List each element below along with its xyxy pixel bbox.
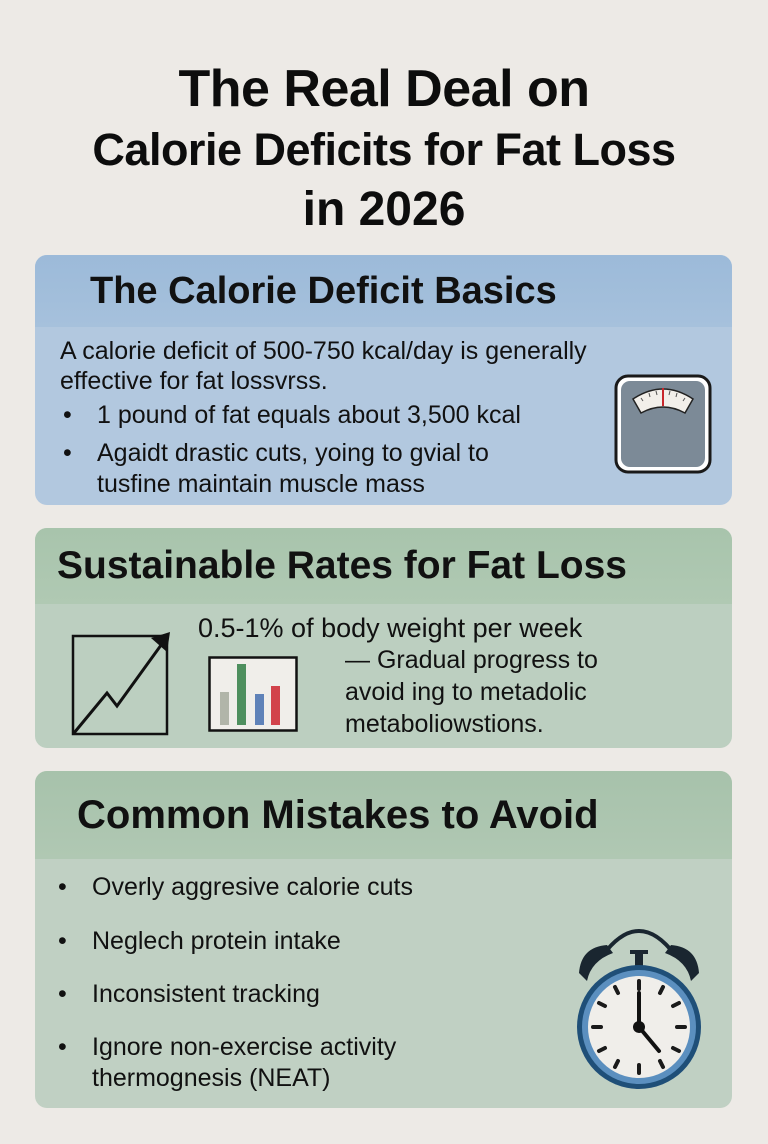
alarm-clock-icon xyxy=(577,929,701,1089)
section-sustainable-rates: Sustainable Rates for Fat Loss 0.5-1% of… xyxy=(35,528,732,748)
intro-line-1: A calorie deficit of 500-750 kcal/day is… xyxy=(60,337,587,365)
infographic-title: The Real Deal on Calorie Deficits for Fa… xyxy=(0,58,768,240)
bullet-item: 1 pound of fat equals about 3,500 kcal xyxy=(63,399,521,431)
intro-line-2: effective for fat lossvrss. xyxy=(60,367,328,395)
trend-up-chart-icon xyxy=(71,632,170,736)
bullet-item-line-1: Agaidt drastic cuts, yoing to gvial to xyxy=(63,437,489,469)
description-line-3: metaboliowstions. xyxy=(345,710,544,738)
title-line-3: in 2026 xyxy=(302,183,466,236)
bullet-item-line-1: Ignore non-exercise activity xyxy=(58,1031,396,1063)
bullet-item-line-2: tusfine maintain muscle mass xyxy=(97,470,425,498)
title-line-2: Calorie Deficits for Fat Loss xyxy=(92,124,676,175)
section-common-mistakes: Common Mistakes to Avoid Overly aggresiv… xyxy=(35,771,732,1108)
description-line-2: avoid ing to metadolic xyxy=(345,678,587,706)
bullet-item: Neglech protein intake xyxy=(58,925,341,957)
rate-text: 0.5-1% of body weight per week xyxy=(198,613,583,643)
section-heading: Common Mistakes to Avoid xyxy=(35,771,732,859)
bar-chart-icon xyxy=(208,656,298,732)
section-heading: The Calorie Deficit Basics xyxy=(35,255,732,327)
bullet-item: Inconsistent tracking xyxy=(58,978,320,1010)
bathroom-scale-icon xyxy=(614,374,712,474)
title-line-1: The Real Deal on xyxy=(178,60,591,118)
bullet-item: Overly aggresive calorie cuts xyxy=(58,871,413,903)
section-heading: Sustainable Rates for Fat Loss xyxy=(35,528,732,604)
section-calorie-deficit-basics: The Calorie Deficit Basics A calorie def… xyxy=(35,255,732,505)
bullet-item-line-2: thermognesis (NEAT) xyxy=(92,1064,331,1092)
description-line-1: — Gradual progress to xyxy=(345,646,598,674)
